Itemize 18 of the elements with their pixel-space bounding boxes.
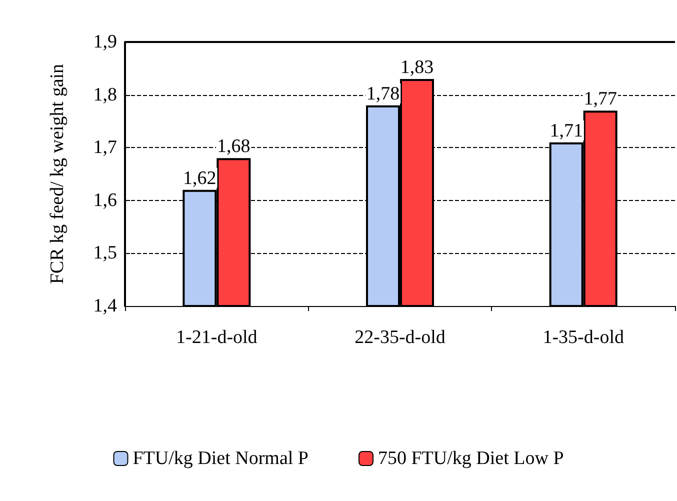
y-tick-label: 1,4 [93,296,118,316]
data-label: 1,62 [183,168,216,189]
data-label: 1,77 [584,88,617,110]
y-tick-label: 1,7 [93,137,117,158]
data-label: 1,68 [217,136,250,158]
y-tick-label: 1,6 [93,190,117,211]
y-tick-label: 1,9 [93,32,117,52]
legend-label: FTU/kg Diet Normal P [132,448,308,469]
data-label: 1,71 [550,120,583,142]
x-tick-label: 1-35-d-old [542,327,624,348]
legend-label: 750 FTU/kg Diet Low P [378,448,564,469]
data-label: 1,83 [400,56,434,78]
y-tick-label: 1,8 [93,84,117,106]
y-axis-title: FCR kg feed/ kg weight gain [47,63,68,284]
x-tick-label: 1-21-d-old [176,327,258,348]
data-label: 1,78 [366,83,400,104]
y-tick-label: 1,5 [93,242,117,264]
x-tick-label: 22-35-d-old [354,327,446,348]
